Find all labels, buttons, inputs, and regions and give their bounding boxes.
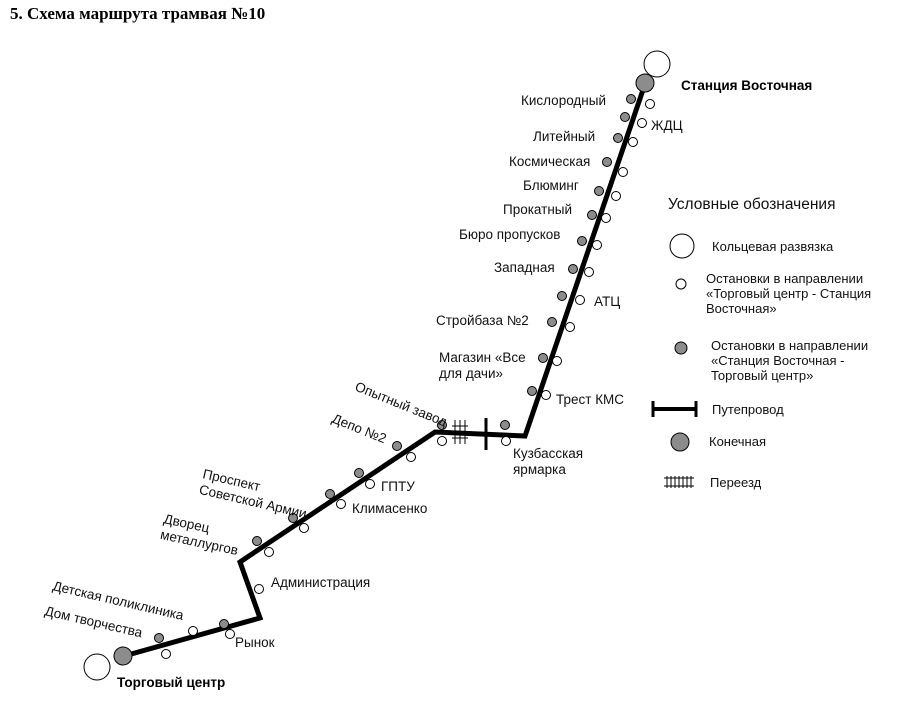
stop-white (225, 629, 235, 639)
stop-gray (587, 210, 597, 220)
stop-white (552, 356, 562, 366)
stop-label: Стройбаза №2 (436, 313, 529, 328)
stop-label: Администрация (271, 575, 370, 590)
stop-white (254, 584, 264, 594)
legend-white-stop-symbol (675, 278, 687, 290)
stop-label: Космическая (509, 154, 590, 169)
stop-white (637, 118, 647, 128)
stop-gray (620, 112, 630, 122)
legend-item-label: Конечная (709, 434, 766, 449)
terminal-west (113, 646, 133, 666)
stop-gray (354, 468, 364, 478)
stop-white (336, 499, 346, 509)
stop-white (592, 240, 602, 250)
terminal-label-east: Станция Восточная (681, 78, 812, 93)
stop-gray (219, 619, 229, 629)
stop-label: Блюминг (523, 178, 579, 193)
stop-gray (538, 353, 548, 363)
terminal-east (635, 73, 655, 93)
legend-item-label: Остановки в направлении «Станция Восточна… (711, 338, 868, 383)
stop-gray (288, 513, 298, 523)
stop-label: Литейный (533, 129, 595, 144)
terminal-label-west: Торговый центр (117, 675, 225, 690)
stop-label: ЖДЦ (651, 118, 683, 133)
stop-white (541, 390, 551, 400)
stop-label: Депо №2 (330, 411, 389, 446)
stop-white (575, 295, 585, 305)
stop-white (365, 479, 375, 489)
stop-gray (577, 236, 587, 246)
legend-crossing-symbol (664, 476, 694, 488)
white-stops (161, 99, 655, 659)
stop-white (601, 213, 611, 223)
stop-white (611, 191, 621, 201)
stop-white (188, 626, 198, 636)
legend-item-label: Переезд (710, 475, 762, 490)
stop-label: ПроспектСоветской Армии (198, 466, 312, 521)
legend-gray-stop-symbol (674, 341, 688, 355)
gray-stops (154, 94, 636, 643)
stop-label: Магазин «Все для дачи» (439, 350, 526, 381)
stop-gray (568, 264, 578, 274)
page-title: 5. Схема маршрута трамвая №10 (10, 4, 265, 23)
legend-item-label: Кольцевая развязка (712, 239, 834, 254)
stop-gray (437, 420, 447, 430)
stop-label: Трест КМС (556, 392, 624, 407)
stop-label: Опытный завод (353, 379, 450, 430)
stop-label: Бюро пропусков (459, 227, 560, 242)
stop-label: Западная (494, 260, 555, 275)
ring-junction-west (83, 653, 111, 681)
stop-label: Рынок (235, 635, 275, 650)
stop-gray (500, 420, 510, 430)
stop-gray (527, 386, 537, 396)
stop-white (565, 322, 575, 332)
route-line (123, 83, 648, 659)
stop-white (501, 436, 511, 446)
ring-junction-east (643, 50, 671, 78)
legend-item-label: Путепровод (712, 402, 784, 417)
stop-white (628, 137, 638, 147)
legend-ring-symbol (669, 233, 695, 259)
stop-gray (392, 441, 402, 451)
stop-gray (154, 633, 164, 643)
stop-label: ГПТУ (381, 479, 415, 494)
stop-gray (594, 186, 604, 196)
stop-white (299, 523, 309, 533)
stop-label: Прокатный (503, 202, 572, 217)
stop-label: Кузбасская ярмарка (513, 446, 583, 477)
stop-white (437, 436, 447, 446)
stop-label: Климасенко (352, 501, 427, 516)
stop-gray (547, 317, 557, 327)
stop-gray (626, 94, 636, 104)
legend: Условные обозначения Кольцевая развязка … (651, 196, 871, 490)
stop-gray (613, 133, 623, 143)
legend-heading: Условные обозначения (668, 196, 835, 213)
stop-label: АТЦ (594, 294, 620, 309)
stop-white (645, 99, 655, 109)
level-crossing (452, 420, 468, 444)
stop-gray (602, 157, 612, 167)
stop-white (161, 649, 171, 659)
stop-gray (557, 291, 567, 301)
legend-item-label: Остановки в направлении «Торговый центр -… (706, 271, 871, 316)
stop-label: Дворецметаллургов (159, 511, 243, 558)
stop-white (406, 452, 416, 462)
stop-gray (252, 536, 262, 546)
legend-terminal-symbol (670, 432, 690, 452)
stop-gray (325, 489, 335, 499)
stop-label: Кислородный (521, 93, 606, 108)
stop-white (264, 547, 274, 557)
stop-white (618, 167, 628, 177)
stop-white (584, 267, 594, 277)
